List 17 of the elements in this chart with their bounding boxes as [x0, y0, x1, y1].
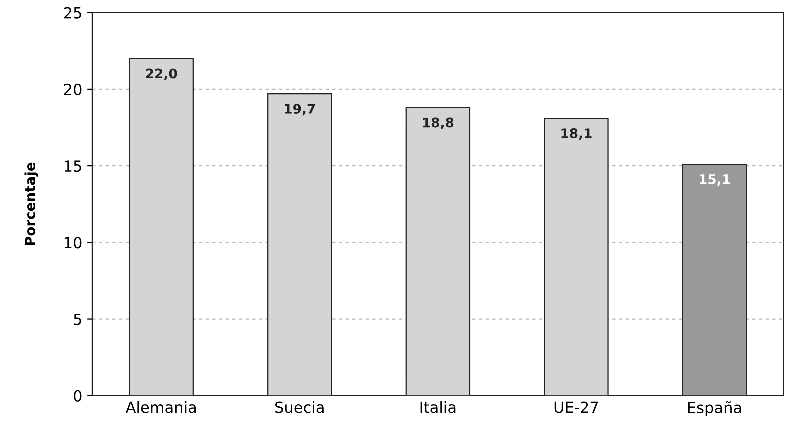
x-tick-label: Italia: [420, 401, 456, 414]
x-tick-label: UE-27: [554, 402, 598, 414]
y-tick-label: 25: [64, 7, 82, 19]
data-label: 18,1: [562, 128, 592, 140]
x-tick-label: España: [688, 401, 742, 416]
data-label: 18,8: [423, 118, 454, 130]
y-tick-label: 5: [74, 314, 82, 326]
y-tick-label: 0: [74, 390, 82, 402]
x-tick-label: Suecia: [276, 401, 324, 414]
x-tick-label: Alemania: [126, 401, 196, 414]
data-label: 15,1: [700, 174, 730, 186]
data-label: 22,0: [146, 68, 178, 80]
y-tick-label: 20: [64, 84, 82, 96]
y-axis-title: Porcentaje: [24, 162, 38, 246]
y-tick-label: 15: [64, 160, 82, 172]
y-tick-label: 10: [64, 237, 82, 249]
data-label: 19,7: [285, 104, 316, 116]
